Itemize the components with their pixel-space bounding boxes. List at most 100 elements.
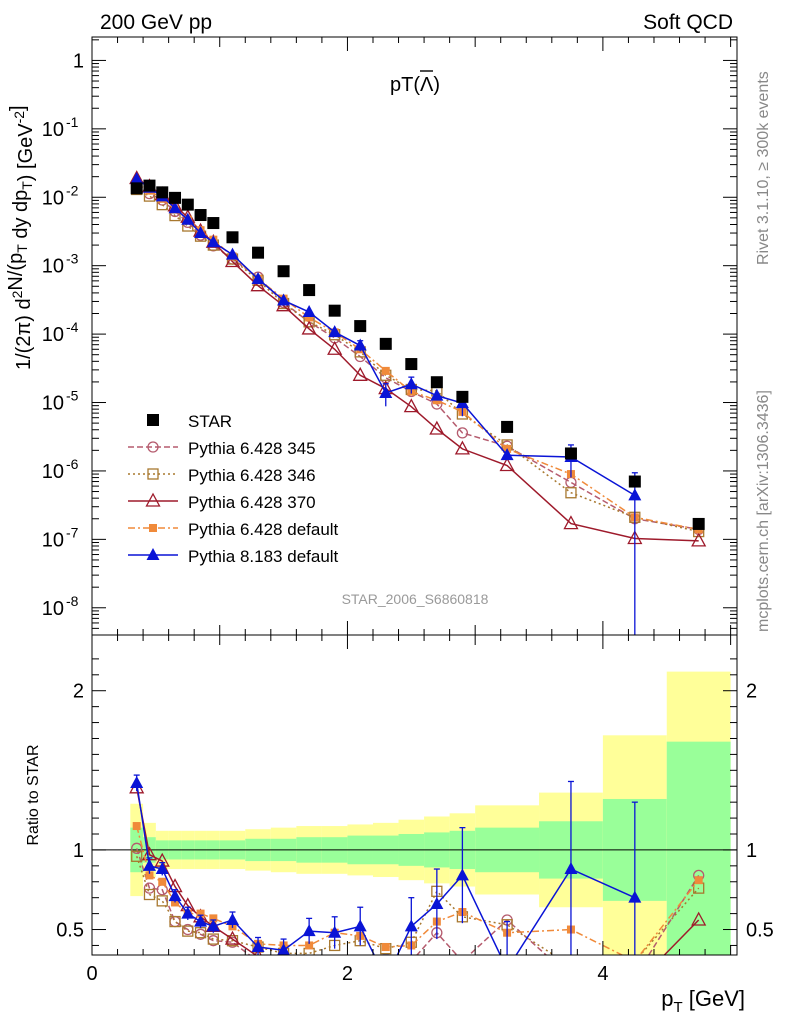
x-tick-label: 0 (86, 963, 97, 985)
ratio-y-tick-label-right: 0.5 (746, 920, 774, 942)
y-tick-label-exponent: -6 (66, 456, 79, 472)
ratio-point (566, 961, 576, 971)
ratio-panel-frame (91, 634, 738, 956)
main-point (328, 304, 341, 317)
ratio-point (430, 897, 444, 910)
ratio-y-tick-label: 1 (73, 840, 84, 862)
main-point (251, 271, 265, 284)
y-tick-label-exponent: -4 (66, 319, 79, 335)
ratio-y-axis-label: Ratio to STAR (25, 744, 42, 845)
legend-label: Pythia 8.183 default (188, 547, 339, 566)
x-tick-label: 4 (597, 963, 608, 985)
y-tick-label: 10 (42, 187, 64, 209)
main-point (404, 377, 418, 390)
chart-title: pT(Λ) (390, 74, 440, 96)
ratio-point (158, 877, 167, 886)
ratio-point (142, 858, 156, 871)
ratio-point (406, 956, 416, 966)
main-point (499, 457, 515, 472)
main-point (456, 390, 469, 403)
main-point (303, 284, 316, 297)
y-tick-label-exponent: -8 (66, 593, 79, 609)
main-point (194, 226, 208, 239)
main-point (194, 209, 207, 222)
ratio-point (130, 776, 144, 789)
legend-marker (147, 414, 159, 426)
legend-entry: Pythia 6.428 346 (128, 466, 316, 485)
main-point (302, 305, 316, 318)
main-point (143, 179, 156, 192)
y-tick-label: 10 (42, 324, 64, 346)
y-tick-label-exponent: -5 (66, 388, 79, 404)
y-tick-label: 10 (42, 119, 64, 141)
ratio-point (355, 971, 365, 981)
ratio-point (304, 972, 314, 982)
ratio-uncertainty-bands (92, 671, 737, 955)
legend-entry: Pythia 6.428 370 (128, 492, 316, 512)
main-point (206, 235, 220, 248)
ratio-point (628, 890, 642, 903)
y-tick-label: 10 (42, 461, 64, 483)
ratio-point (279, 964, 289, 974)
ratio-point (156, 895, 168, 907)
main-point (181, 212, 195, 225)
main-series-line (136, 177, 699, 542)
legend-label: Pythia 6.428 default (188, 520, 339, 539)
main-point (224, 253, 241, 268)
ratio-point (457, 956, 467, 966)
main-point (403, 398, 419, 413)
main-point (501, 420, 514, 433)
ratio-point (630, 956, 640, 966)
ratio-point (131, 850, 143, 862)
ratio-point (225, 912, 239, 925)
main-point (379, 337, 392, 350)
main-point (500, 448, 514, 461)
ratio-point (455, 868, 469, 881)
ratio-point (196, 909, 205, 918)
ratio-point (381, 943, 390, 952)
ratio-point (206, 919, 220, 932)
main-point (454, 440, 470, 455)
ratio-series-pythia-8-183-default (130, 774, 642, 955)
legend-entry: Pythia 8.183 default (128, 547, 339, 566)
main-point (207, 217, 220, 230)
main-point (352, 366, 368, 381)
axes: 110 -110 -210 -310 -410 -510 -610 -710 -80 2 40.5 0… (5, 37, 774, 1016)
y-tick-label-exponent: -7 (66, 524, 79, 540)
main-point (327, 340, 343, 355)
main-point (250, 277, 266, 292)
ratio-point (430, 969, 443, 981)
main-point (429, 420, 445, 435)
ratio-point (630, 972, 640, 982)
ratio-point (353, 919, 367, 932)
ratio-point (251, 940, 265, 953)
y-tick-label-exponent: -2 (66, 182, 79, 198)
ratio-point (207, 933, 219, 945)
ratio-point (628, 978, 641, 990)
main-point (430, 376, 443, 389)
ratio-point (181, 906, 195, 919)
main-panel-frame (91, 36, 738, 636)
ratio-point (182, 925, 194, 937)
main-point (691, 532, 707, 547)
main-point (405, 358, 418, 371)
y-tick-label-exponent: -1 (66, 114, 79, 130)
ratio-point (631, 957, 639, 965)
ratio-point (131, 842, 143, 854)
main-point (181, 198, 194, 211)
ratio-point (168, 889, 182, 902)
main-point (225, 247, 239, 260)
ratio-point (303, 959, 316, 971)
legend-marker (147, 468, 159, 480)
main-point (379, 385, 393, 398)
legend-label: Pythia 6.428 345 (188, 439, 316, 458)
ratio-y-tick-label: 2 (73, 681, 84, 703)
main-y-axis-label: 1/(2π) d2N/(pT dy dpT) [GeV-2] (5, 105, 37, 370)
main-point (156, 186, 169, 199)
main-point (430, 388, 444, 401)
ratio-point (145, 871, 154, 880)
main-point (692, 517, 705, 530)
main-point (456, 427, 469, 439)
ratio-series-line (135, 787, 700, 955)
